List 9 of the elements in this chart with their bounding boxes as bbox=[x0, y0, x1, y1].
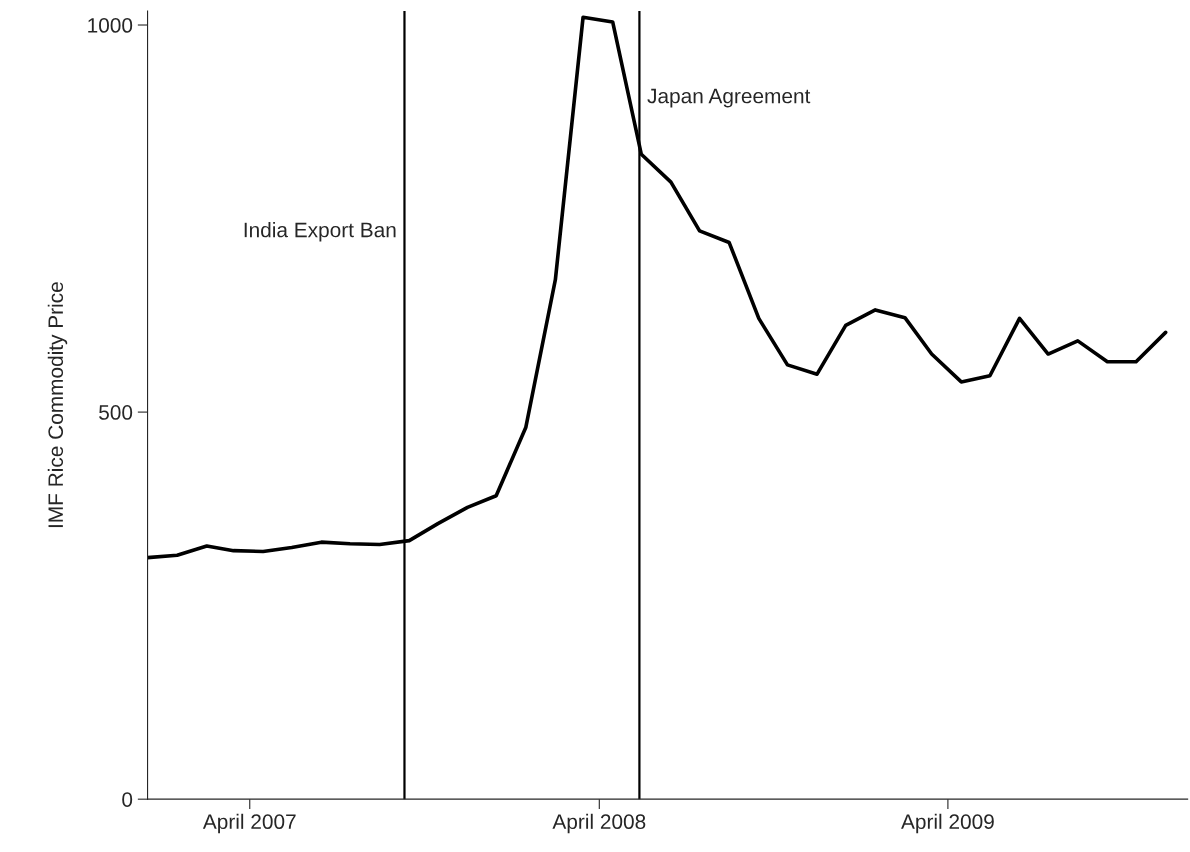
ref-line-label: Japan Agreement bbox=[647, 88, 811, 108]
x-tick-label: April 2008 bbox=[552, 813, 646, 834]
ref-line-label: India Export Ban bbox=[244, 222, 396, 242]
y-tick-label: 0 bbox=[122, 792, 133, 807]
y-axis-title: IMF Rice Commodity Price bbox=[47, 282, 68, 528]
x-tick-label: April 2009 bbox=[901, 813, 994, 834]
x-tick-label: April 2007 bbox=[202, 813, 296, 834]
y-tick-label: 500 bbox=[99, 405, 133, 420]
y-tick-label: 1000 bbox=[88, 18, 133, 33]
